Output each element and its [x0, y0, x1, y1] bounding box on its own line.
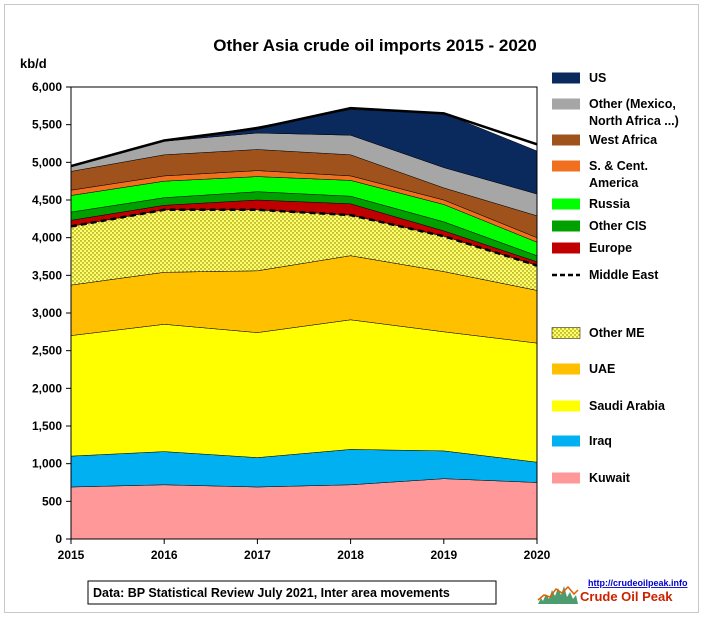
stacked-areas [70, 109, 538, 540]
legend-swatch [552, 72, 580, 84]
legend-label: Russia [589, 197, 631, 211]
legend-item-us: US [552, 71, 606, 85]
area-kuwait [70, 478, 538, 540]
y-axis-unit: kb/d [20, 56, 47, 71]
y-tick-label: 6,000 [32, 80, 62, 94]
y-tick-label: 5,500 [32, 118, 62, 132]
legend-swatch [552, 198, 580, 210]
overlay-lines [70, 106, 538, 267]
legend-swatch [552, 435, 580, 447]
y-tick-label: 3,000 [32, 306, 62, 320]
legend-label: Saudi Arabia [589, 399, 666, 413]
legend-label: America [589, 176, 639, 190]
legend-label: North Africa ...) [589, 114, 679, 128]
legend-item-west-africa: West Africa [552, 133, 658, 147]
legend-label: UAE [589, 362, 615, 376]
legend-label: Other (Mexico, [589, 97, 676, 111]
chart-title: Other Asia crude oil imports 2015 - 2020 [213, 36, 536, 55]
legend-swatch [552, 400, 580, 412]
legend-swatch [552, 472, 580, 484]
y-tick-label: 3,500 [32, 268, 62, 282]
legend-label: Europe [589, 241, 632, 255]
y-tick-label: 500 [42, 494, 62, 508]
legend-swatch [552, 160, 580, 172]
legend-swatch [552, 363, 580, 375]
legend-label: Middle East [589, 268, 659, 282]
x-tick-label: 2018 [337, 548, 364, 562]
line-middle-east [70, 208, 538, 267]
crude-oil-peak-logo: http://crudeoilpeak.info Crude Oil Peak [537, 578, 688, 605]
legend-item-europe: Europe [552, 241, 632, 255]
legend-item-kuwait: Kuwait [552, 471, 631, 485]
legend-item-other-me: Other ME [551, 326, 645, 340]
logo-url: http://crudeoilpeak.info [588, 578, 688, 588]
logo-name: Crude Oil Peak [580, 589, 673, 604]
plot-area [70, 86, 538, 540]
legend-swatch [552, 134, 580, 146]
legend-item-other-mexico-north-africa: Other (Mexico, North Africa ...) [552, 97, 679, 128]
x-tick-label: 2019 [430, 548, 457, 562]
legend-item-uae: UAE [552, 362, 615, 376]
legend-label: West Africa [589, 133, 658, 147]
legend-swatch [552, 242, 580, 254]
x-axis: 2015 2016 2017 2018 2019 2020 [58, 539, 551, 562]
x-tick-label: 2016 [151, 548, 178, 562]
legend-item-iraq: Iraq [552, 434, 612, 448]
legend-swatch [552, 98, 580, 110]
y-tick-label: 1,500 [32, 419, 62, 433]
y-axis: 0 500 1,000 1,500 2,000 2,500 3,000 3,500 4,000 4… [32, 80, 71, 546]
legend-label: Kuwait [589, 471, 631, 485]
area-saudi-arabia [70, 319, 538, 463]
y-tick-label: 4,500 [32, 193, 62, 207]
source-text: Data: BP Statistical Review July 2021, I… [93, 586, 450, 600]
y-tick-label: 1,000 [32, 457, 62, 471]
x-tick-label: 2020 [524, 548, 551, 562]
legend-label: Iraq [589, 434, 612, 448]
legend-item-russia: Russia [552, 197, 631, 211]
y-tick-label: 2,500 [32, 344, 62, 358]
legend-item-s-cent-america: S. & Cent. America [552, 159, 648, 190]
legend: US Other (Mexico, North Africa ...) West Af… [551, 71, 679, 485]
line-total [70, 106, 538, 168]
legend-label: Other CIS [589, 219, 647, 233]
legend-label: Other ME [589, 326, 645, 340]
x-tick-label: 2015 [58, 548, 85, 562]
source-annotation: Data: BP Statistical Review July 2021, I… [87, 580, 497, 605]
y-tick-label: 4,000 [32, 231, 62, 245]
legend-item-other-cis: Other CIS [552, 219, 647, 233]
legend-item-middle-east: Middle East [552, 268, 659, 282]
y-tick-label: 5,000 [32, 155, 62, 169]
legend-swatch [551, 327, 581, 339]
legend-label: US [589, 71, 606, 85]
legend-item-saudi-arabia: Saudi Arabia [552, 399, 666, 413]
y-tick-label: 2,000 [32, 381, 62, 395]
y-tick-label: 0 [55, 532, 62, 546]
legend-swatch [552, 220, 580, 232]
x-tick-label: 2017 [244, 548, 271, 562]
legend-label: S. & Cent. [589, 159, 648, 173]
